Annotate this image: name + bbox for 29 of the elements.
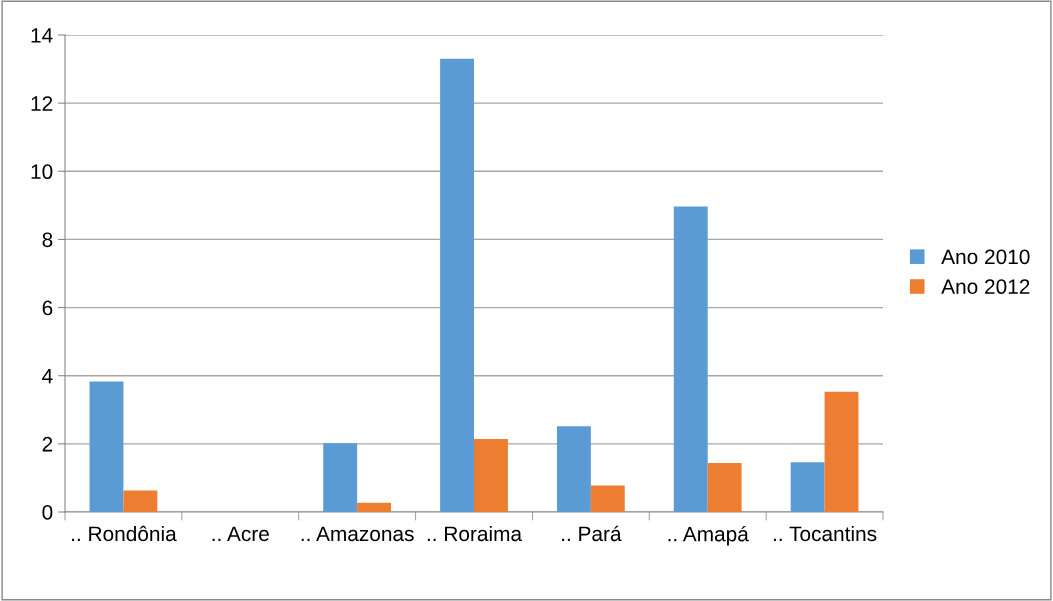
y-tick-label: 14: [31, 28, 53, 43]
bar: [123, 490, 158, 512]
bar: [323, 443, 358, 512]
x-tick-label: .. Pará: [562, 525, 622, 542]
bar: [824, 391, 859, 512]
y-tick-label: 8: [42, 232, 53, 248]
bar: [790, 462, 825, 512]
x-tick-label: .. Rondônia: [72, 525, 177, 542]
legend-label: Ano 2012: [941, 279, 1030, 295]
x-tick-label: .. Roraima: [427, 525, 523, 542]
bar: [673, 206, 708, 512]
y-tick-label: 12: [31, 96, 53, 111]
bar: [556, 426, 591, 512]
bar: [357, 502, 392, 512]
bar: [89, 381, 124, 512]
y-tick-label: 0: [42, 505, 53, 520]
x-tick-label: .. Acre: [212, 526, 269, 542]
y-tick-label: 4: [42, 368, 53, 384]
bar: [707, 462, 742, 512]
y-tick-label: 6: [42, 300, 53, 316]
y-tick-label: 10: [31, 164, 53, 180]
legend-label: Ano 2010: [941, 249, 1030, 265]
bar: [440, 58, 474, 512]
x-tick-label: .. Amapá: [668, 525, 749, 546]
x-tick-label: .. Tocantins: [773, 525, 877, 542]
x-tick-label: .. Amazonas: [301, 526, 414, 542]
bar: [590, 485, 625, 512]
bar: [474, 439, 508, 512]
y-tick-label: 2: [42, 436, 53, 452]
